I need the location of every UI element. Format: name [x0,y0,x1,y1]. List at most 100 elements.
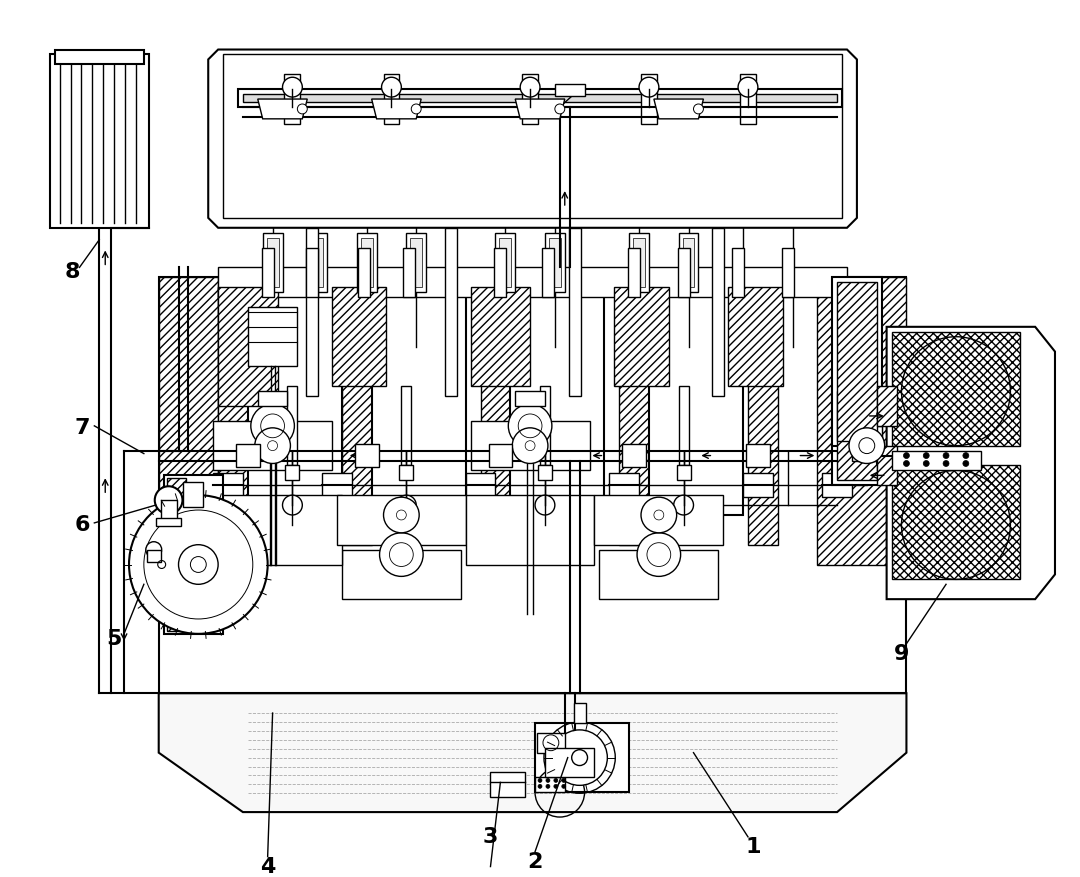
Circle shape [283,496,302,515]
Bar [342,550,461,599]
Polygon shape [372,99,421,119]
Circle shape [538,779,542,782]
Bar [159,277,218,565]
Bar [892,451,981,470]
Bar [243,94,837,102]
Circle shape [509,404,552,447]
Circle shape [512,428,548,463]
Bar [247,287,342,515]
Bar [683,238,694,287]
Bar [535,777,565,792]
Circle shape [396,496,416,515]
Bar [535,723,630,792]
Bar [622,444,646,467]
Circle shape [546,779,550,782]
Bar [630,232,649,292]
Bar [892,332,1021,446]
Bar [410,238,422,287]
Text: 2: 2 [527,852,543,872]
Bar [837,282,877,441]
Bar [677,247,689,297]
Circle shape [923,460,929,467]
Bar [732,247,744,297]
Bar [258,391,287,406]
Circle shape [963,460,969,467]
Circle shape [554,784,558,788]
Circle shape [521,77,540,97]
Circle shape [538,784,542,788]
Bar [822,474,852,497]
Bar [261,247,273,297]
Bar [332,287,387,386]
Bar [238,89,842,107]
Circle shape [129,496,268,634]
Bar [488,444,512,467]
Bar [609,474,639,497]
Bar [337,496,465,545]
Polygon shape [515,99,565,119]
Bar [877,386,896,426]
Bar [224,54,842,217]
Circle shape [859,438,875,453]
Text: 8: 8 [65,262,80,282]
Bar [247,307,297,367]
Circle shape [637,533,680,576]
Bar [510,287,605,515]
Bar [818,277,906,565]
Circle shape [525,441,535,451]
Bar [267,238,279,287]
Bar [633,238,645,287]
Circle shape [923,453,929,459]
Circle shape [383,497,419,533]
Bar [156,518,181,526]
Circle shape [554,779,558,782]
Bar [837,391,877,481]
Bar [218,287,247,545]
Bar [184,482,203,507]
Bar [892,466,1021,580]
Bar [542,247,554,297]
Bar [307,247,319,297]
Bar [147,550,161,561]
Bar [356,232,377,292]
Bar [537,733,565,752]
Text: 7: 7 [75,417,91,438]
Bar [465,474,496,497]
Bar [748,287,778,545]
Bar [549,238,561,287]
Circle shape [904,453,909,459]
Text: 1: 1 [745,837,760,857]
Text: 3: 3 [483,827,498,847]
Circle shape [552,730,607,785]
Bar [515,391,545,406]
Circle shape [653,510,664,520]
Bar [166,478,187,631]
Circle shape [546,784,550,788]
Bar [357,247,369,297]
Circle shape [178,545,218,584]
Bar [284,75,300,124]
Bar [55,49,144,64]
Bar [285,466,299,481]
Circle shape [381,77,402,97]
Bar [322,474,352,497]
Polygon shape [159,693,906,812]
Text: 9: 9 [894,644,909,664]
Bar [218,267,847,297]
Circle shape [251,404,295,447]
Bar [490,773,525,797]
Bar [833,386,881,485]
Bar [287,386,297,466]
Bar [499,238,511,287]
Polygon shape [208,49,856,228]
Circle shape [849,428,885,463]
Circle shape [396,510,406,520]
Bar [213,474,243,497]
Circle shape [642,497,677,533]
Circle shape [535,496,555,515]
Bar [50,54,149,228]
Bar [203,496,342,565]
Polygon shape [258,99,308,119]
Bar [471,421,590,470]
Bar [833,277,881,446]
